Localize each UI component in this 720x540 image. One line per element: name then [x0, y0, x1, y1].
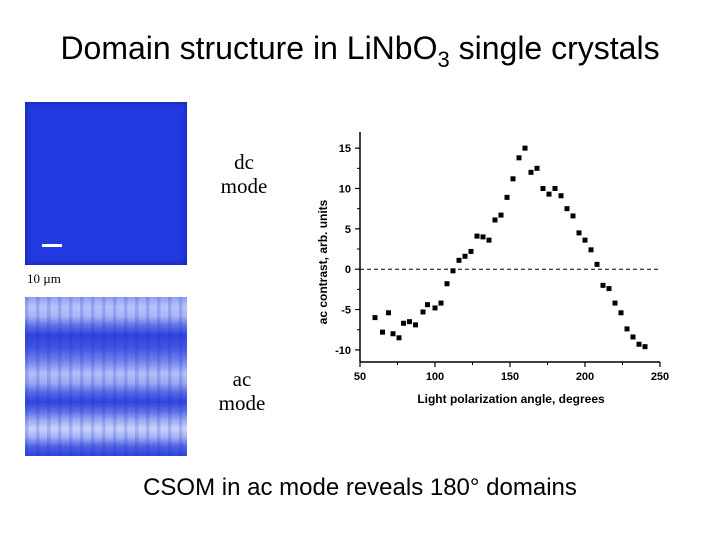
- ac-mode-line2: mode: [218, 391, 266, 415]
- x-tick-label: 200: [576, 371, 594, 383]
- y-tick-label: -10: [335, 345, 351, 357]
- ac-mode-label: ac mode: [207, 367, 277, 415]
- data-point: [582, 237, 588, 243]
- data-point: [504, 194, 510, 200]
- data-point: [480, 234, 486, 240]
- title-end: single crystals: [449, 30, 660, 66]
- data-point: [450, 268, 456, 274]
- dc-mode-micrograph: [25, 102, 187, 265]
- data-point: [390, 331, 396, 337]
- data-point: [444, 281, 450, 287]
- title-main: Domain structure in LiNbO: [60, 30, 438, 66]
- scale-bar-label: 10 µm: [27, 271, 61, 286]
- data-point: [630, 334, 636, 340]
- y-tick-label: 0: [345, 264, 351, 276]
- y-tick-label: 5: [345, 224, 351, 236]
- data-point: [401, 320, 406, 326]
- bottom-caption: CSOM in ac mode reveals 180° domains: [143, 474, 577, 501]
- ac-mode-line1: ac: [232, 367, 252, 391]
- data-point: [546, 191, 552, 197]
- y-tick-label: 15: [339, 143, 351, 155]
- data-point: [624, 326, 630, 332]
- plot-layer: 50 100 150 200 250 -10 -5 0 5 10 15: [335, 132, 669, 383]
- data-point: [636, 341, 642, 347]
- data-point: [528, 169, 534, 175]
- y-tick-label: 10: [339, 183, 351, 195]
- data-point: [486, 237, 492, 243]
- y-axis-title: ac contrast, arb. units: [316, 199, 330, 324]
- data-point: [612, 300, 618, 306]
- contrast-vs-angle-chart: 50 100 150 200 250 -10 -5 0 5 10 15 Light polariza…: [316, 132, 669, 406]
- dc-mode-line1: dc: [234, 150, 254, 174]
- data-point: [600, 282, 606, 288]
- dc-mode-line2: mode: [220, 174, 268, 198]
- data-point: [588, 247, 594, 253]
- data-point: [552, 185, 558, 191]
- data-point: [606, 286, 612, 292]
- x-tick-label: 50: [354, 371, 366, 383]
- dc-mode-label: dc mode: [209, 150, 279, 198]
- data-point: [372, 315, 378, 321]
- data-point: [618, 310, 624, 316]
- data-point: [642, 344, 648, 350]
- data-point: [594, 261, 600, 267]
- ac-mode-micrograph: [25, 297, 187, 456]
- x-tick-label: 150: [501, 371, 519, 383]
- data-point: [432, 305, 438, 311]
- data-point: [425, 302, 430, 308]
- data-point: [407, 319, 412, 325]
- data-point: [522, 145, 528, 151]
- data-point: [468, 248, 474, 254]
- data-point: [462, 253, 468, 259]
- data-point: [386, 310, 391, 316]
- data-point: [438, 300, 444, 306]
- data-point: [564, 206, 570, 212]
- data-point: [456, 257, 462, 263]
- data-point: [420, 309, 426, 315]
- data-point: [380, 329, 385, 335]
- data-point: [570, 213, 576, 219]
- data-point: [396, 335, 402, 341]
- data-point: [492, 217, 498, 223]
- x-tick-label: 250: [651, 371, 669, 383]
- data-point: [540, 185, 546, 191]
- data-point: [510, 176, 516, 182]
- x-axis-title: Light polarization angle, degrees: [417, 392, 605, 406]
- data-point: [498, 212, 504, 218]
- data-point: [413, 322, 418, 328]
- data-point: [474, 233, 480, 239]
- scale-bar: [42, 244, 62, 247]
- data-point: [558, 193, 564, 199]
- slide-title: Domain structure in LiNbO3 single crysta…: [0, 30, 720, 73]
- data-point: [576, 230, 582, 236]
- data-point: [534, 165, 540, 171]
- x-tick-label: 100: [426, 371, 444, 383]
- title-subscript: 3: [437, 47, 450, 72]
- data-point: [516, 155, 522, 161]
- y-tick-label: -5: [341, 305, 351, 317]
